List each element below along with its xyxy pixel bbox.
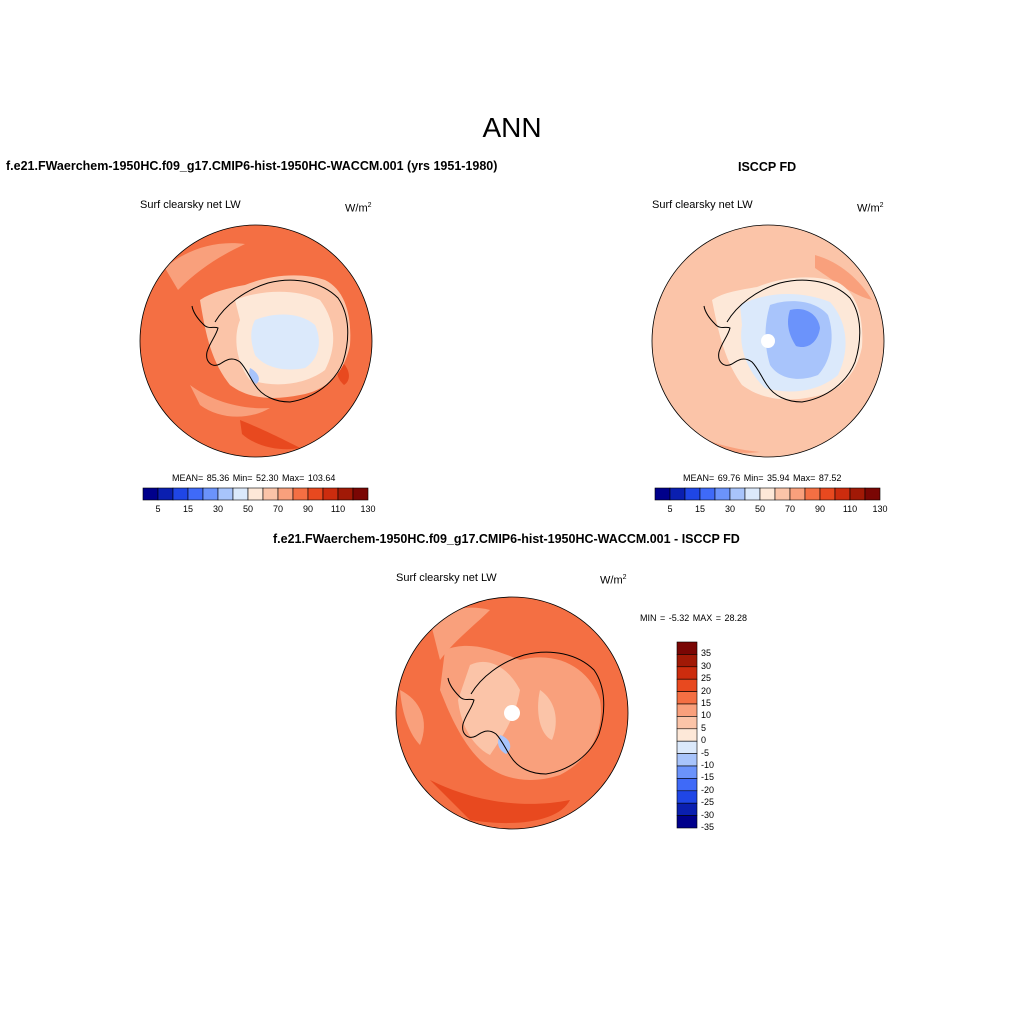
obs-colorbar-swatch <box>669 487 686 501</box>
model-colorbar-swatch <box>172 487 189 501</box>
model-colorbar-tick-label: 5 <box>155 504 161 514</box>
diff-panel-title: f.e21.FWaerchem-1950HC.f09_g17.CMIP6-his… <box>273 532 740 546</box>
model-variable-label: Surf clearsky net LW <box>140 199 241 211</box>
diff-colorbar-tick-label: 10 <box>701 710 712 721</box>
diff-colorbar <box>676 641 698 829</box>
model-colorbar-tick-label: 50 <box>242 504 253 514</box>
diff-units: W/m2 <box>600 574 627 587</box>
obs-colorbar-swatch <box>729 487 746 501</box>
model-colorbar-tick-label: 90 <box>302 504 313 514</box>
model-colorbar-tick-label: 30 <box>212 504 223 514</box>
model-colorbar-swatch <box>217 487 234 501</box>
diff-colorbar-swatch <box>676 765 698 779</box>
obs-colorbar-swatch <box>654 487 671 501</box>
model-panel-title: f.e21.FWaerchem-1950HC.f09_g17.CMIP6-his… <box>6 159 498 173</box>
obs-colorbar-swatch <box>864 487 881 501</box>
obs-units: W/m2 <box>857 202 884 215</box>
diff-colorbar-swatch <box>676 703 698 717</box>
diff-colorbar-swatch <box>676 666 698 680</box>
diff-colorbar-tick-label: -5 <box>701 747 710 758</box>
model-colorbar-swatch <box>292 487 309 501</box>
model-colorbar-swatch <box>277 487 294 501</box>
obs-colorbar-swatch <box>774 487 791 501</box>
model-colorbar-tick-label: 110 <box>330 504 346 514</box>
obs-colorbar <box>654 487 881 501</box>
diff-colorbar-tick-label: -30 <box>701 809 715 820</box>
diff-colorbar-tick-label: 25 <box>701 673 712 684</box>
diff-colorbar-tick-label: 0 <box>701 735 707 746</box>
model-colorbar-swatch <box>262 487 279 501</box>
obs-variable-label: Surf clearsky net LW <box>652 199 753 211</box>
diff-colorbar-tick-label: 30 <box>701 660 712 671</box>
diff-colorbar-swatch <box>676 790 698 804</box>
obs-colorbar-swatch <box>789 487 806 501</box>
obs-colorbar-swatch <box>804 487 821 501</box>
diff-colorbar-swatch <box>676 815 698 829</box>
model-polar-map <box>139 224 373 458</box>
diff-stats: MIN = -5.32 MAX = 28.28 <box>640 613 748 623</box>
obs-colorbar-tick-label: 90 <box>814 504 825 514</box>
diff-colorbar-tick-label: -25 <box>701 797 715 808</box>
diff-colorbar-swatch <box>676 691 698 705</box>
model-colorbar-swatch <box>232 487 249 501</box>
model-colorbar-swatch <box>142 487 159 501</box>
diff-colorbar-swatch <box>676 728 698 742</box>
diff-colorbar-swatch <box>676 740 698 754</box>
diff-colorbar-tick-label: 35 <box>701 648 712 659</box>
obs-colorbar-swatch <box>684 487 701 501</box>
obs-colorbar-swatch <box>834 487 851 501</box>
diff-colorbar-tick-label: 5 <box>701 722 707 733</box>
obs-panel-title: ISCCP FD <box>738 160 797 174</box>
obs-colorbar-tick-label: 30 <box>724 504 735 514</box>
diff-colorbar-tick-label: -10 <box>701 760 715 770</box>
model-colorbar-swatch <box>247 487 264 501</box>
model-stats: MEAN= 85.36 Min= 52.30 Max= 103.64 <box>172 473 336 483</box>
obs-colorbar-tick-label: 110 <box>842 504 858 514</box>
obs-colorbar-swatch <box>759 487 776 501</box>
obs-colorbar-swatch <box>744 487 761 501</box>
obs-colorbar-swatch <box>849 487 866 501</box>
diff-colorbar-swatch <box>676 753 698 767</box>
model-colorbar-tick-label: 15 <box>182 504 193 514</box>
diff-colorbar-swatch <box>676 641 698 655</box>
model-colorbar-swatch <box>307 487 324 501</box>
model-colorbar-swatch <box>187 487 204 501</box>
obs-colorbar-swatch <box>699 487 716 501</box>
obs-colorbar-tick-label: 130 <box>872 504 888 514</box>
figure-title: ANN <box>482 112 542 143</box>
diff-colorbar-tick-label: -20 <box>701 784 715 795</box>
diff-colorbar-swatch <box>676 778 698 792</box>
diff-colorbar-swatch <box>676 654 698 668</box>
model-colorbar-swatch <box>322 487 339 501</box>
diff-colorbar-tick-label: 15 <box>701 698 712 708</box>
obs-colorbar-swatch <box>714 487 731 501</box>
obs-colorbar-tick-label: 5 <box>667 504 673 514</box>
diff-variable-label: Surf clearsky net LW <box>396 572 497 584</box>
diff-colorbar-swatch <box>676 678 698 692</box>
model-colorbar-tick-label: 70 <box>272 504 283 514</box>
obs-colorbar-swatch <box>819 487 836 501</box>
model-colorbar-tick-label: 130 <box>360 504 376 514</box>
diff-colorbar-tick-label: -15 <box>701 772 715 783</box>
model-units: W/m2 <box>345 202 372 215</box>
diff-polar-map <box>395 596 629 830</box>
obs-polar-map <box>651 224 885 458</box>
model-colorbar <box>142 487 369 501</box>
model-colorbar-swatch <box>202 487 219 501</box>
model-colorbar-swatch <box>337 487 354 501</box>
obs-colorbar-tick-label: 70 <box>784 504 795 514</box>
model-colorbar-swatch <box>352 487 369 501</box>
obs-colorbar-tick-label: 15 <box>694 504 705 514</box>
diff-colorbar-swatch <box>676 716 698 730</box>
diff-colorbar-tick-label: 20 <box>701 685 712 696</box>
diff-colorbar-tick-label: -35 <box>701 822 715 832</box>
model-colorbar-swatch <box>157 487 174 501</box>
diff-colorbar-swatch <box>676 802 698 816</box>
obs-colorbar-tick-label: 50 <box>754 504 765 514</box>
obs-stats: MEAN= 69.76 Min= 35.94 Max= 87.52 <box>683 473 842 483</box>
